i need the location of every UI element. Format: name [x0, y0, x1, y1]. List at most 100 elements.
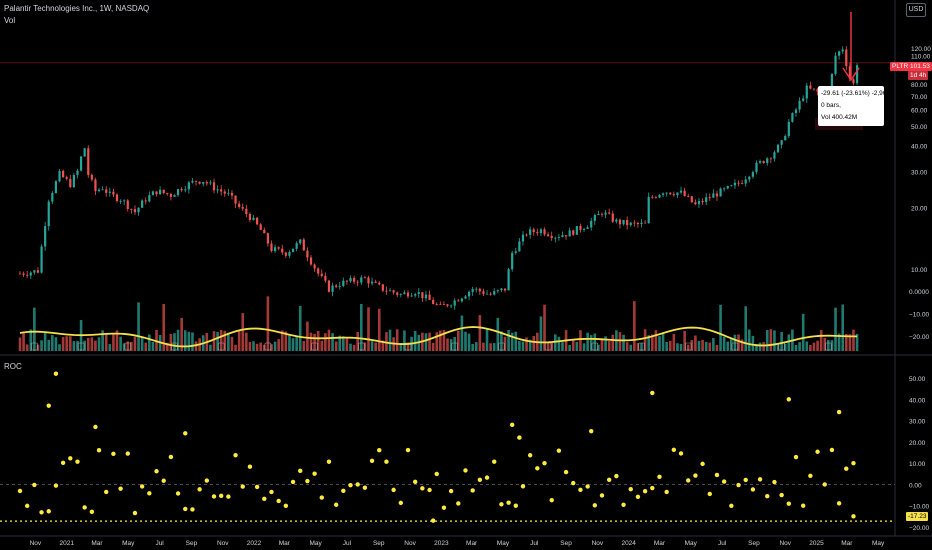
candle-body — [144, 200, 147, 202]
candle-body — [406, 292, 410, 297]
volume-tick-label: 0.0000 — [909, 289, 929, 296]
price-tick-label: 120.00 — [911, 46, 931, 53]
candle-body — [345, 280, 349, 282]
volume-bar — [561, 342, 564, 351]
volume-bar — [331, 333, 334, 351]
candle-body — [410, 295, 413, 297]
roc-dot — [650, 485, 655, 491]
volume-bar — [385, 332, 388, 351]
volume-bar — [291, 338, 295, 351]
candle-body — [320, 273, 323, 276]
earnings-marker — [404, 342, 412, 351]
candle-body — [105, 189, 108, 193]
candle-body — [356, 281, 359, 283]
roc-dot — [398, 500, 404, 506]
candle-body — [424, 294, 428, 299]
candle-body — [148, 195, 151, 202]
volume-bar — [338, 335, 342, 351]
volume-bar — [388, 329, 392, 351]
roc-dot — [736, 482, 741, 488]
candle-body — [403, 292, 406, 295]
time-tick-label: 2023 — [434, 540, 449, 547]
candle-body — [44, 226, 47, 247]
volume-bar — [744, 306, 748, 351]
volume-bar — [582, 343, 586, 351]
volume-bar — [568, 344, 571, 351]
volume-bar — [345, 337, 349, 351]
roc-dot — [563, 469, 569, 475]
volume-bar — [776, 344, 780, 351]
roc-dot — [405, 447, 411, 453]
measure-arrow-head — [842, 67, 860, 82]
volume-bar — [819, 330, 823, 351]
volume-bar — [758, 342, 762, 351]
volume-bar — [715, 344, 719, 351]
time-tick-label: Sep — [373, 540, 385, 547]
volume-bar — [241, 313, 245, 351]
candle-body — [220, 189, 223, 192]
price-tick-label: 20.00 — [911, 205, 928, 212]
candle-body — [730, 185, 733, 187]
currency-button[interactable]: USD — [906, 3, 926, 17]
roc-dot — [721, 479, 727, 484]
volume-bar — [413, 330, 417, 351]
volume-bar — [342, 336, 345, 351]
candle-body — [845, 49, 848, 67]
roc-dot — [290, 479, 296, 485]
symbol-title: Palantir Technologies Inc., 1W, NASDAQ — [4, 4, 150, 13]
candle-body — [335, 285, 338, 287]
roc-dot — [642, 489, 648, 494]
volume-bar — [36, 344, 40, 351]
candle-body — [26, 274, 29, 276]
roc-dot — [542, 460, 547, 466]
candle-body — [155, 191, 158, 195]
time-tick-label: Sep — [186, 540, 198, 547]
volume-bar — [133, 336, 137, 351]
roc-dot — [82, 505, 87, 510]
price-axis: 10.00 20.00 30.00 40.00 50.00 60.00 70.00 80.00… — [909, 46, 931, 532]
volume-bar — [227, 332, 230, 351]
roc-dot — [218, 493, 224, 499]
candle-body — [69, 178, 72, 188]
volume-bar — [25, 344, 29, 351]
candle-body — [238, 203, 241, 207]
volume-bar — [180, 317, 183, 351]
candle-body — [514, 251, 517, 253]
volume-bar — [449, 339, 453, 351]
candle-body — [557, 237, 560, 238]
candle-body — [360, 277, 363, 283]
candle-body — [277, 247, 280, 249]
candle-body — [396, 292, 399, 295]
candle-body — [564, 235, 568, 237]
roc-dot — [384, 459, 389, 464]
volume-bar — [539, 316, 543, 351]
roc-dot — [420, 486, 425, 491]
volume-bar — [381, 340, 385, 351]
roc-dot — [190, 507, 195, 512]
candle-body — [586, 227, 589, 229]
volume-bar — [611, 334, 615, 351]
volume-bar — [593, 333, 597, 351]
candle-body — [176, 189, 180, 196]
candle-body — [432, 299, 435, 305]
candle-body — [90, 174, 93, 180]
time-tick-label: Mar — [279, 540, 291, 547]
volume-bar — [633, 301, 636, 351]
candle-body — [529, 229, 532, 235]
volume-bar — [518, 341, 521, 351]
candle-body — [626, 219, 629, 226]
candle-body — [791, 113, 794, 122]
candle-body — [600, 213, 604, 215]
roc-dot — [477, 477, 483, 483]
volume-bar — [489, 343, 492, 351]
candle-body — [202, 182, 205, 184]
volume-bar — [277, 339, 280, 351]
volume-bar — [18, 337, 22, 351]
candle-body — [324, 275, 327, 281]
volume-bar — [374, 342, 377, 351]
candle-body — [669, 192, 672, 195]
candle-body — [338, 285, 341, 287]
roc-dot — [247, 464, 253, 469]
time-axis[interactable]: Nov 2021 Mar May Jul Sep Nov 2022 Mar May Jul Sep No… — [30, 540, 885, 547]
